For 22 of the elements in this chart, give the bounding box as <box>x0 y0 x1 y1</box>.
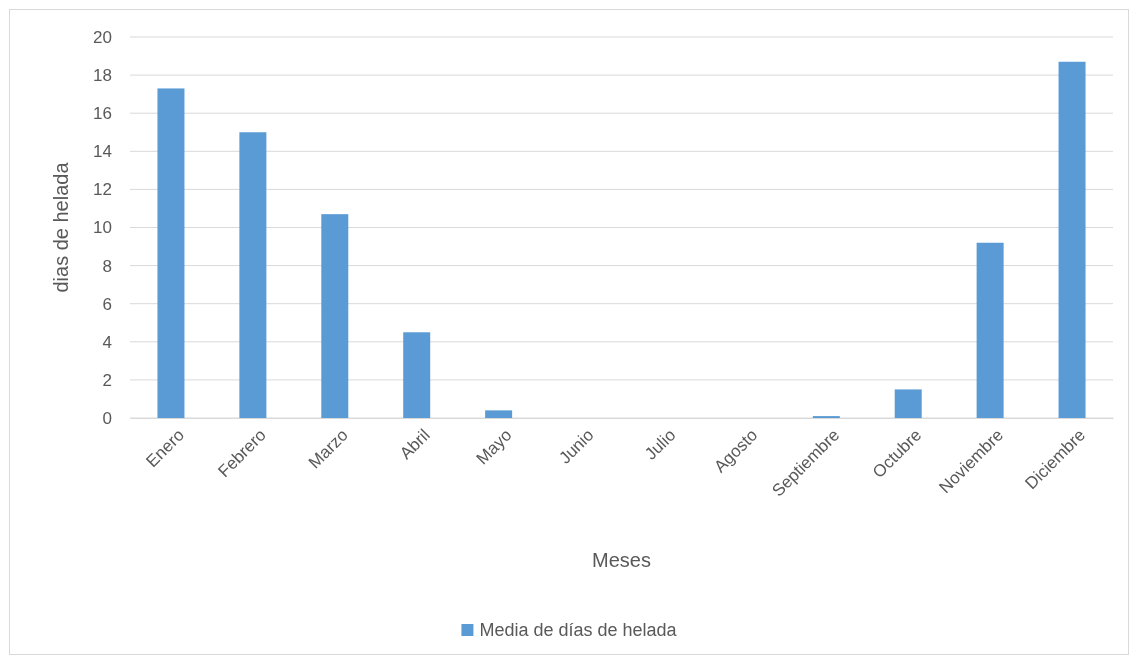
y-tick-label: 20 <box>93 27 112 47</box>
bar <box>321 214 349 418</box>
y-tick-label: 10 <box>93 218 112 238</box>
bar <box>1058 61 1086 418</box>
y-tick-label: 18 <box>93 66 112 86</box>
y-tick-label: 2 <box>102 370 112 390</box>
bar <box>976 242 1004 418</box>
y-tick-label: 12 <box>93 180 112 200</box>
bar <box>485 410 513 418</box>
y-axis-title: dias de helada <box>50 161 72 293</box>
bar <box>403 332 431 418</box>
y-tick-label: 16 <box>93 104 112 124</box>
y-tick-label: 0 <box>102 408 112 428</box>
y-tick-label: 4 <box>102 332 112 352</box>
bar <box>239 132 267 418</box>
bar <box>157 88 185 418</box>
bar <box>894 389 922 418</box>
legend-label: Media de días de helada <box>479 620 678 640</box>
x-axis-title: Meses <box>592 549 651 571</box>
y-tick-label: 8 <box>102 256 112 276</box>
y-tick-label: 14 <box>93 142 112 162</box>
y-tick-label: 6 <box>102 294 112 314</box>
